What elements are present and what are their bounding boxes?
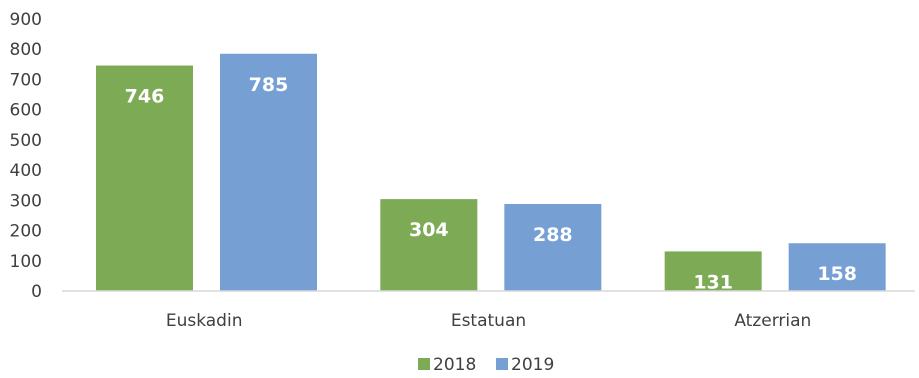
data-label: 785 <box>249 74 289 96</box>
data-label: 131 <box>693 271 733 293</box>
data-label: 304 <box>409 219 449 241</box>
x-category-label: Euskadin <box>166 311 243 331</box>
x-axis-labels: Euskadin Estatuan Atzerrian <box>166 311 811 331</box>
legend-label: 2019 <box>511 355 554 374</box>
y-tick-label: 100 <box>10 252 42 272</box>
legend-swatch-2019 <box>496 358 508 370</box>
y-tick-label: 800 <box>10 40 42 60</box>
legend: 2018 2019 <box>418 355 554 375</box>
legend-label: 2018 <box>433 355 476 374</box>
y-tick-label: 300 <box>10 191 42 211</box>
data-label: 746 <box>125 86 165 108</box>
bar-2019-euskadin <box>220 53 317 291</box>
bar-2018-atzerrian <box>664 251 762 291</box>
y-axis-ticks: 0 100 200 300 400 500 600 700 800 900 <box>10 10 42 302</box>
y-tick-label: 0 <box>31 282 42 302</box>
y-tick-label: 200 <box>10 222 42 242</box>
x-category-label: Atzerrian <box>734 311 811 331</box>
y-tick-label: 600 <box>10 101 42 121</box>
y-tick-label: 400 <box>10 161 42 181</box>
bar-2019-atzerrian <box>788 243 886 291</box>
x-category-label: Estatuan <box>451 311 526 331</box>
data-label: 158 <box>817 263 857 285</box>
y-tick-label: 500 <box>10 131 42 151</box>
legend-swatch-2018 <box>418 358 430 370</box>
bars-group: 746 785 304 288 131 158 <box>96 53 886 293</box>
y-tick-label: 700 <box>10 70 42 90</box>
bar-2019-estatuan <box>504 203 602 291</box>
y-tick-label: 900 <box>10 10 42 30</box>
data-label: 288 <box>533 224 573 246</box>
bar-2018-euskadin <box>96 65 193 291</box>
bar-2018-estatuan <box>380 199 478 291</box>
